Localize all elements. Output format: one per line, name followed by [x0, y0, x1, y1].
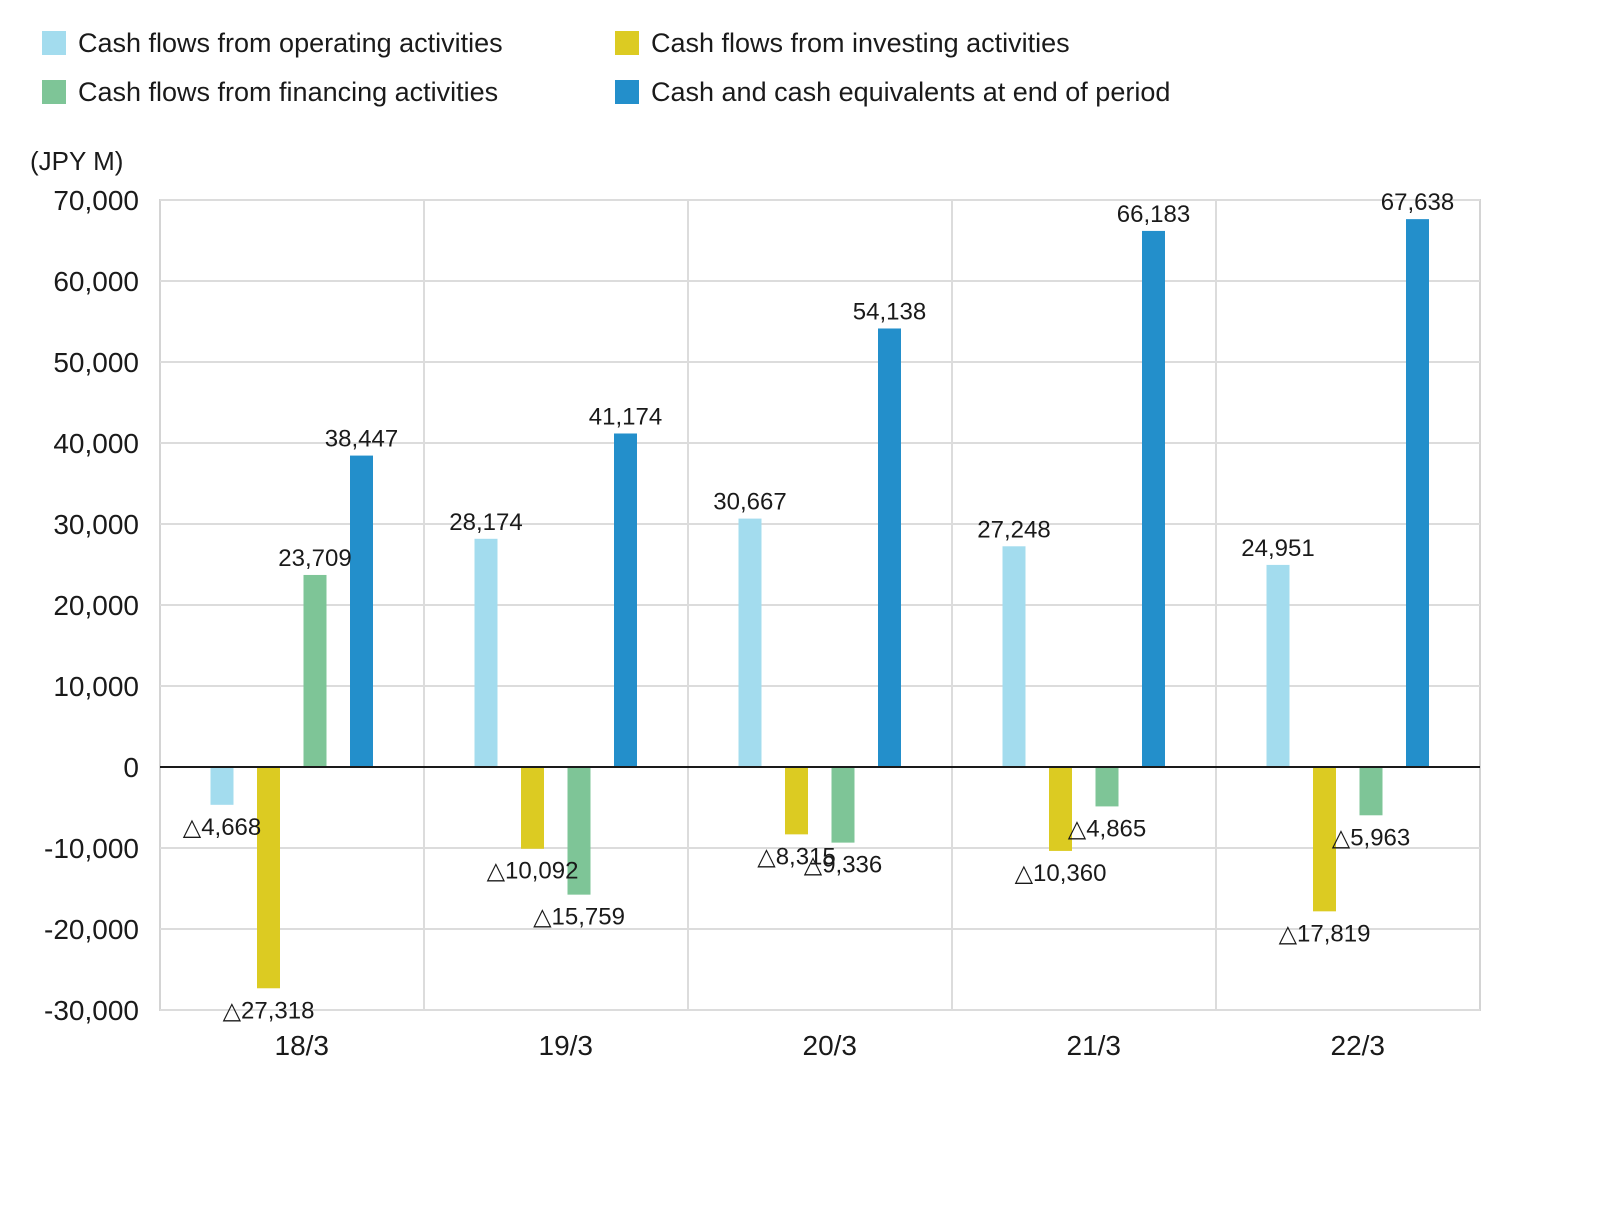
data-label: △17,819 — [1279, 920, 1371, 947]
legend-item: Cash flows from operating activities — [42, 28, 503, 58]
legend-swatch — [615, 31, 639, 55]
data-label: △10,360 — [1015, 860, 1107, 887]
bar — [210, 767, 234, 805]
legend-item: Cash and cash equivalents at end of peri… — [615, 77, 1170, 107]
data-label: △15,759 — [533, 904, 625, 931]
legend-label: Cash flows from investing activities — [651, 28, 1070, 58]
y-tick-label: 10,000 — [53, 671, 139, 702]
legend-swatch — [42, 80, 66, 104]
bars — [210, 219, 1429, 989]
data-label: △8,315 — [757, 843, 836, 870]
bar — [257, 767, 280, 989]
bar — [303, 574, 327, 767]
bar — [567, 767, 591, 895]
y-tick-label: -30,000 — [44, 995, 139, 1026]
data-label: △10,092 — [487, 858, 579, 885]
y-tick-label: 50,000 — [53, 347, 139, 378]
data-label: △5,963 — [1332, 824, 1411, 851]
y-axis-ticks: 70,000 60,000 50,000 40,000 30,000 20,000 10,0… — [44, 185, 139, 1026]
bar — [614, 433, 637, 767]
data-label: 67,638 — [1381, 189, 1454, 216]
x-category-label: 19/3 — [539, 1030, 594, 1061]
data-label: 28,174 — [449, 509, 522, 536]
bar — [1266, 564, 1290, 767]
data-label: 66,183 — [1117, 201, 1190, 228]
bar — [350, 455, 373, 767]
bar — [521, 767, 544, 849]
bar — [1142, 230, 1165, 767]
legend-label: Cash and cash equivalents at end of peri… — [651, 77, 1170, 107]
legend-label: Cash flows from operating activities — [78, 28, 503, 58]
data-label: △27,318 — [223, 997, 315, 1024]
bar — [738, 518, 762, 767]
y-tick-label: 30,000 — [53, 509, 139, 540]
x-axis-categories: 18/3 19/3 20/3 21/3 22/3 — [275, 1030, 1386, 1061]
data-label: △4,668 — [183, 814, 262, 841]
legend-swatch — [42, 31, 66, 55]
legend-item: Cash flows from investing activities — [615, 28, 1070, 58]
data-label: 38,447 — [325, 426, 398, 453]
legend-item: Cash flows from financing activities — [42, 77, 498, 107]
bar — [1359, 767, 1383, 816]
y-tick-label: -10,000 — [44, 833, 139, 864]
x-category-label: 21/3 — [1067, 1030, 1122, 1061]
data-label: △4,865 — [1068, 815, 1147, 842]
y-axis-unit-label: (JPY M) — [30, 146, 123, 176]
x-category-label: 20/3 — [803, 1030, 858, 1061]
y-tick-label: 0 — [123, 752, 139, 783]
data-label: 41,174 — [589, 403, 662, 430]
y-tick-label: 60,000 — [53, 266, 139, 297]
data-label: 23,709 — [278, 545, 351, 572]
data-label: 27,248 — [977, 516, 1050, 543]
data-label: 30,667 — [713, 489, 786, 516]
legend-swatch — [615, 80, 639, 104]
data-labels: △4,668 △27,318 23,709 38,447 28,174 △10,092 △1… — [183, 189, 1454, 1024]
x-category-label: 22/3 — [1331, 1030, 1386, 1061]
legend-label: Cash flows from financing activities — [78, 77, 498, 107]
y-tick-label: 20,000 — [53, 590, 139, 621]
bar — [1049, 767, 1072, 851]
bar — [1313, 767, 1336, 912]
y-tick-label: -20,000 — [44, 914, 139, 945]
data-label: 54,138 — [853, 298, 926, 325]
bar — [785, 767, 808, 835]
bar — [1095, 767, 1119, 807]
y-tick-label: 70,000 — [53, 185, 139, 216]
bar — [831, 767, 855, 843]
x-category-label: 18/3 — [275, 1030, 330, 1061]
bar — [878, 328, 901, 767]
bar — [1002, 546, 1026, 767]
data-label: △9,336 — [804, 852, 883, 879]
y-tick-label: 40,000 — [53, 428, 139, 459]
data-label: 24,951 — [1241, 535, 1314, 562]
bar — [1406, 219, 1429, 767]
bar — [474, 538, 498, 767]
gridlines — [160, 199, 1480, 1011]
legend: Cash flows from operating activities Cash… — [42, 28, 1170, 107]
